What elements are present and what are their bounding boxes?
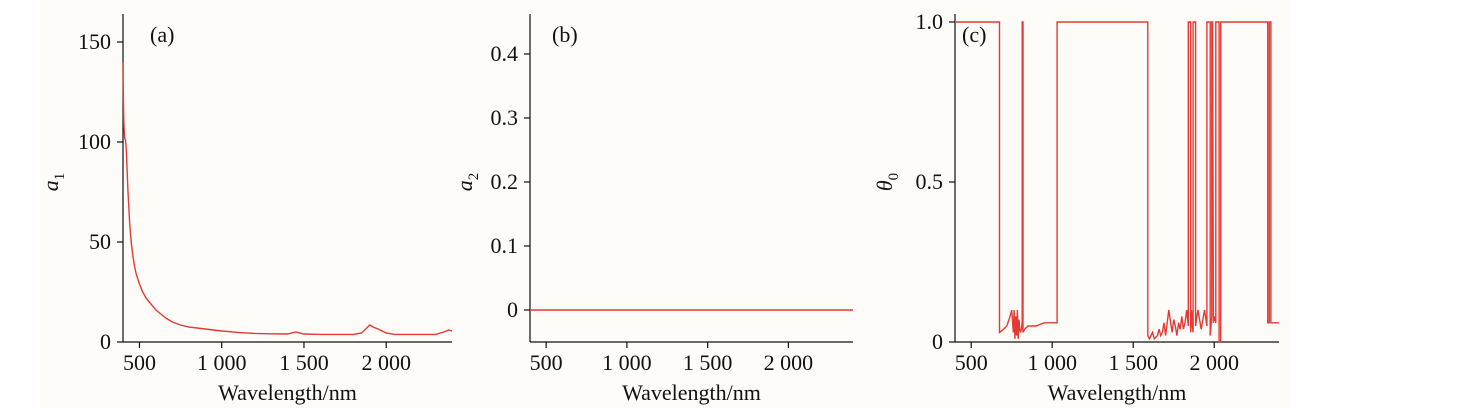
x-tick-label: 500 [955, 350, 988, 375]
y-tick-label: 0.5 [916, 169, 944, 194]
y-axis-label: a2 [452, 173, 482, 192]
series-line [122, 61, 453, 336]
y-axis-label: θ0 [872, 173, 902, 191]
panel-label: (a) [150, 22, 174, 47]
x-axis-label: Wavelength/nm [218, 380, 357, 405]
y-tick-label: 50 [89, 229, 111, 254]
x-tick-label: 1 000 [1027, 350, 1077, 375]
x-tick-label: 2 000 [764, 350, 814, 375]
y-axis-label-subscript: 2 [466, 173, 482, 181]
x-tick-label: 1 500 [683, 350, 733, 375]
x-tick-label: 1 000 [602, 350, 652, 375]
y-tick-label: 0 [507, 297, 518, 322]
panel-b-background [460, 0, 870, 408]
y-axis-label-subscript: 0 [886, 173, 902, 181]
x-tick-label: 1 000 [197, 350, 247, 375]
series-line [955, 21, 1279, 343]
y-tick-label: 0.1 [491, 233, 519, 258]
x-tick-label: 500 [530, 350, 563, 375]
y-tick-label: 0.2 [491, 169, 519, 194]
y-tick-label: 0.3 [491, 105, 519, 130]
x-tick-label: 1 500 [279, 350, 329, 375]
y-tick-label: 150 [78, 29, 111, 54]
x-axis-label: Wavelength/nm [622, 380, 761, 405]
panel-1: 500 1 000 1 500 2 000 0 50 100 150 Wavelength/nm… [38, 14, 453, 405]
x-tick-label: 2 000 [1189, 350, 1239, 375]
y-axis-label-symbol: θ [872, 180, 897, 191]
panel-label: (c) [962, 22, 986, 47]
x-tick-label: 1 500 [1108, 350, 1158, 375]
panel-2: 500 1 000 1 500 2 000 0 0.1 0.2 0.3 0.4 Wavelengt… [452, 14, 853, 405]
y-tick-label: 0 [932, 329, 943, 354]
y-axis-label-symbol: a [38, 180, 63, 191]
y-axis-label: a1 [38, 173, 68, 192]
y-tick-label: 100 [78, 129, 111, 154]
panel-label: (b) [552, 22, 578, 47]
y-tick-label: 0.4 [491, 41, 519, 66]
y-tick-label: 1.0 [916, 9, 944, 34]
x-axis-label: Wavelength/nm [1048, 380, 1187, 405]
x-tick-label: 2 000 [361, 350, 411, 375]
panel-a-background [40, 0, 460, 408]
x-tick-label: 500 [123, 350, 156, 375]
y-axis-label-symbol: a [452, 180, 477, 191]
panel-3: 500 1 000 1 500 2 00000.51.0Wavelength/nmθ0… [872, 9, 1279, 405]
y-tick-label: 0 [100, 329, 111, 354]
y-axis-label-subscript: 1 [52, 173, 68, 181]
